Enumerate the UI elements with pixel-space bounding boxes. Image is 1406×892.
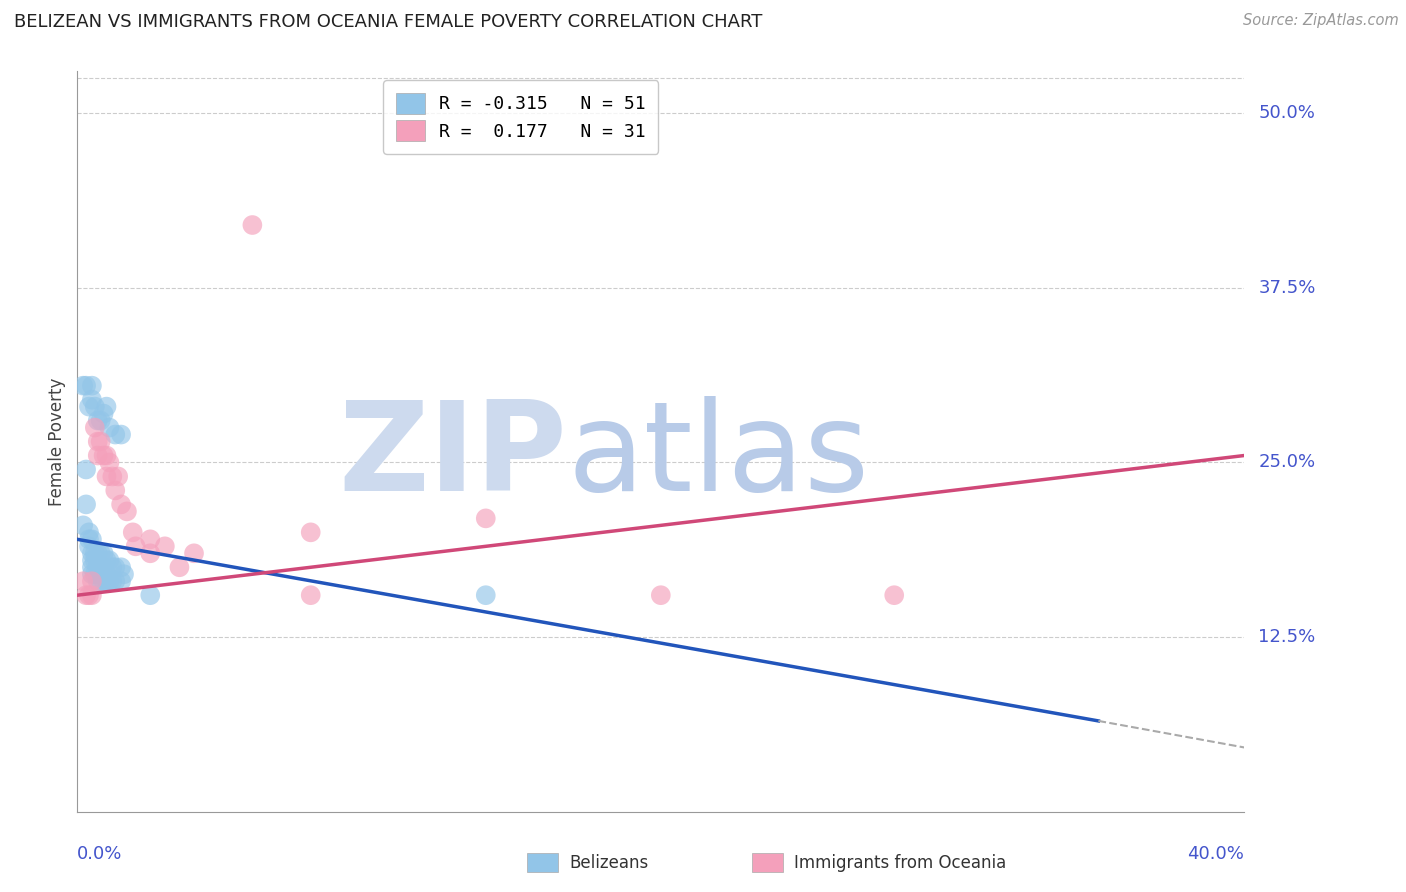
Point (115, 504, 138, 518)
Point (80, 574, 103, 589)
Point (96, 400, 118, 414)
Point (121, 525, 143, 540)
FancyBboxPatch shape (527, 853, 558, 872)
Point (87, 574, 110, 589)
Point (90, 574, 112, 589)
Point (101, 574, 124, 589)
Point (87, 553, 110, 567)
Point (80, 533, 103, 547)
Text: 12.5%: 12.5% (1258, 628, 1316, 646)
Text: 40.0%: 40.0% (1188, 845, 1244, 863)
Legend: R = -0.315   N = 51, R =  0.177   N = 31: R = -0.315 N = 51, R = 0.177 N = 31 (384, 80, 658, 153)
Point (139, 546, 162, 560)
Point (104, 427, 127, 442)
Point (80, 553, 103, 567)
Point (90, 560, 112, 574)
Point (83, 546, 105, 560)
Point (93, 407, 115, 421)
Point (883, 588, 905, 602)
Point (77, 588, 100, 602)
Point (96, 469, 118, 483)
Point (80, 560, 103, 574)
Point (98, 455, 121, 469)
Point (72, 574, 94, 589)
Point (83, 553, 105, 567)
Point (139, 588, 162, 602)
Text: 50.0%: 50.0% (1258, 104, 1315, 122)
Text: BELIZEAN VS IMMIGRANTS FROM OCEANIA FEMALE POVERTY CORRELATION CHART: BELIZEAN VS IMMIGRANTS FROM OCEANIA FEMA… (14, 13, 762, 31)
Point (80, 392, 103, 407)
Text: atlas: atlas (568, 396, 869, 516)
Text: Source: ZipAtlas.com: Source: ZipAtlas.com (1243, 13, 1399, 29)
Point (475, 588, 498, 602)
Point (139, 533, 162, 547)
Point (475, 511, 498, 525)
Point (110, 560, 132, 574)
Point (87, 560, 110, 574)
Point (299, 588, 322, 602)
Point (101, 560, 124, 574)
Point (98, 553, 121, 567)
Point (112, 567, 135, 582)
Point (96, 553, 118, 567)
Text: 25.0%: 25.0% (1258, 453, 1316, 472)
Text: 0.0%: 0.0% (77, 845, 122, 863)
Point (87, 414, 110, 428)
Point (169, 560, 191, 574)
Point (77, 400, 100, 414)
Point (90, 546, 112, 560)
Point (183, 546, 205, 560)
Point (75, 378, 97, 392)
Point (72, 518, 94, 533)
Point (96, 574, 118, 589)
Point (80, 378, 103, 392)
Point (299, 525, 322, 540)
Y-axis label: Female Poverty: Female Poverty (48, 377, 66, 506)
Point (110, 427, 132, 442)
Point (93, 560, 115, 574)
Point (104, 574, 127, 589)
Point (96, 567, 118, 582)
Point (93, 449, 115, 463)
Point (98, 420, 121, 434)
Point (75, 588, 97, 602)
Point (77, 533, 100, 547)
Point (96, 449, 118, 463)
Text: 37.5%: 37.5% (1258, 279, 1316, 297)
Point (87, 449, 110, 463)
Point (87, 546, 110, 560)
Point (93, 574, 115, 589)
Point (650, 588, 672, 602)
Text: Immigrants from Oceania: Immigrants from Oceania (794, 854, 1007, 871)
Point (87, 434, 110, 449)
Point (77, 525, 100, 540)
Point (72, 378, 94, 392)
Point (101, 469, 124, 483)
Point (75, 462, 97, 476)
Point (240, 218, 263, 232)
Point (110, 497, 132, 511)
Point (107, 469, 129, 483)
Point (83, 567, 105, 582)
Point (104, 483, 127, 498)
Point (90, 414, 112, 428)
Point (153, 539, 176, 553)
Point (80, 567, 103, 582)
Point (93, 546, 115, 560)
Point (98, 574, 121, 589)
Point (104, 560, 127, 574)
Point (77, 539, 100, 553)
Text: ZIP: ZIP (339, 396, 568, 516)
Text: Belizeans: Belizeans (569, 854, 648, 871)
Point (110, 574, 132, 589)
Point (80, 588, 103, 602)
Point (90, 434, 112, 449)
Point (124, 539, 148, 553)
FancyBboxPatch shape (752, 853, 783, 872)
Point (80, 546, 103, 560)
Point (75, 497, 97, 511)
Point (83, 420, 105, 434)
Point (83, 400, 105, 414)
